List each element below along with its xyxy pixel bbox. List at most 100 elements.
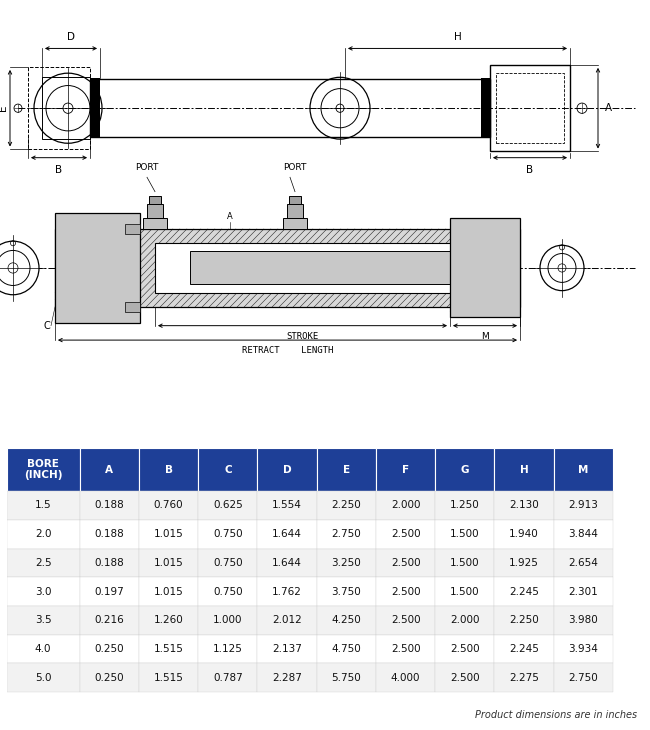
Text: 2.000: 2.000	[391, 501, 421, 510]
Text: 1.5: 1.5	[35, 501, 51, 510]
Text: 3.5: 3.5	[35, 615, 51, 626]
Text: A: A	[105, 464, 113, 475]
Text: 1.500: 1.500	[450, 529, 480, 539]
Bar	[257, 520, 317, 548]
Text: 0.787: 0.787	[213, 673, 242, 683]
Text: 3.934: 3.934	[568, 644, 598, 654]
Bar	[496, 73, 564, 143]
Bar	[283, 218, 307, 228]
Bar	[554, 548, 613, 577]
Text: B: B	[55, 165, 62, 175]
Bar	[198, 634, 257, 664]
Text: 1.000: 1.000	[213, 615, 242, 626]
Bar	[80, 577, 139, 606]
Bar	[125, 302, 140, 312]
Bar	[155, 243, 480, 293]
Text: 2.750: 2.750	[569, 673, 598, 683]
Bar	[436, 520, 495, 548]
Bar	[376, 606, 436, 634]
Bar	[139, 634, 198, 664]
Bar	[6, 606, 80, 634]
Text: 2.012: 2.012	[272, 615, 302, 626]
Bar	[554, 448, 613, 491]
Bar	[495, 448, 554, 491]
Text: 2.500: 2.500	[391, 615, 421, 626]
Bar	[55, 228, 520, 307]
Text: 2.245: 2.245	[509, 644, 539, 654]
Bar	[80, 448, 139, 491]
Text: 5.750: 5.750	[332, 673, 361, 683]
Text: 4.000: 4.000	[391, 673, 421, 683]
Text: 0.188: 0.188	[94, 501, 124, 510]
Text: 3.250: 3.250	[332, 558, 361, 568]
Text: 1.644: 1.644	[272, 529, 302, 539]
Bar	[6, 491, 80, 520]
Bar	[554, 520, 613, 548]
Bar	[554, 634, 613, 664]
Bar	[6, 577, 80, 606]
Circle shape	[0, 241, 39, 295]
Text: 2.275: 2.275	[509, 673, 539, 683]
Text: 2.287: 2.287	[272, 673, 302, 683]
Bar	[80, 634, 139, 664]
Bar	[289, 196, 301, 204]
Bar	[139, 491, 198, 520]
Bar	[554, 491, 613, 520]
Text: B: B	[526, 165, 534, 175]
Bar	[317, 548, 376, 577]
Text: 1.125: 1.125	[213, 644, 243, 654]
Bar	[495, 520, 554, 548]
Bar	[149, 196, 161, 204]
Text: 2.0: 2.0	[35, 529, 51, 539]
Bar	[317, 664, 376, 692]
Text: 0.250: 0.250	[94, 644, 124, 654]
Bar	[147, 204, 163, 218]
Text: E: E	[0, 105, 8, 112]
Text: 0.188: 0.188	[94, 529, 124, 539]
Bar	[80, 491, 139, 520]
Bar	[257, 491, 317, 520]
Bar	[436, 548, 495, 577]
Text: 3.980: 3.980	[569, 615, 598, 626]
Bar	[317, 491, 376, 520]
Bar	[376, 448, 436, 491]
Bar	[450, 218, 520, 318]
Text: A: A	[605, 103, 612, 113]
Bar	[317, 634, 376, 664]
Circle shape	[540, 245, 584, 291]
Text: 4.750: 4.750	[332, 644, 361, 654]
Bar	[554, 664, 613, 692]
Bar	[317, 577, 376, 606]
Text: 1.515: 1.515	[153, 644, 183, 654]
Bar	[6, 520, 80, 548]
Bar	[495, 577, 554, 606]
Bar	[28, 67, 90, 150]
Text: 4.0: 4.0	[35, 644, 51, 654]
Bar	[90, 80, 490, 137]
Text: 1.940: 1.940	[509, 529, 539, 539]
Text: 0.625: 0.625	[213, 501, 242, 510]
Text: C: C	[224, 464, 231, 475]
Text: 2.500: 2.500	[391, 558, 421, 568]
Text: C: C	[44, 320, 50, 331]
Text: 2.245: 2.245	[509, 587, 539, 596]
Text: H: H	[520, 464, 528, 475]
Bar	[55, 213, 140, 323]
Bar	[198, 577, 257, 606]
Bar	[90, 78, 100, 138]
Bar	[42, 77, 90, 139]
Bar	[6, 548, 80, 577]
Text: 3.750: 3.750	[332, 587, 361, 596]
Text: 2.250: 2.250	[509, 615, 539, 626]
Text: Product dimensions are in inches: Product dimensions are in inches	[475, 710, 637, 720]
Bar	[80, 548, 139, 577]
Bar	[6, 664, 80, 692]
Bar	[495, 548, 554, 577]
Text: 1.644: 1.644	[272, 558, 302, 568]
Bar	[80, 520, 139, 548]
Text: 2.500: 2.500	[450, 673, 480, 683]
Text: 1.015: 1.015	[154, 529, 183, 539]
Bar	[198, 448, 257, 491]
Bar	[287, 204, 303, 218]
Bar	[436, 634, 495, 664]
